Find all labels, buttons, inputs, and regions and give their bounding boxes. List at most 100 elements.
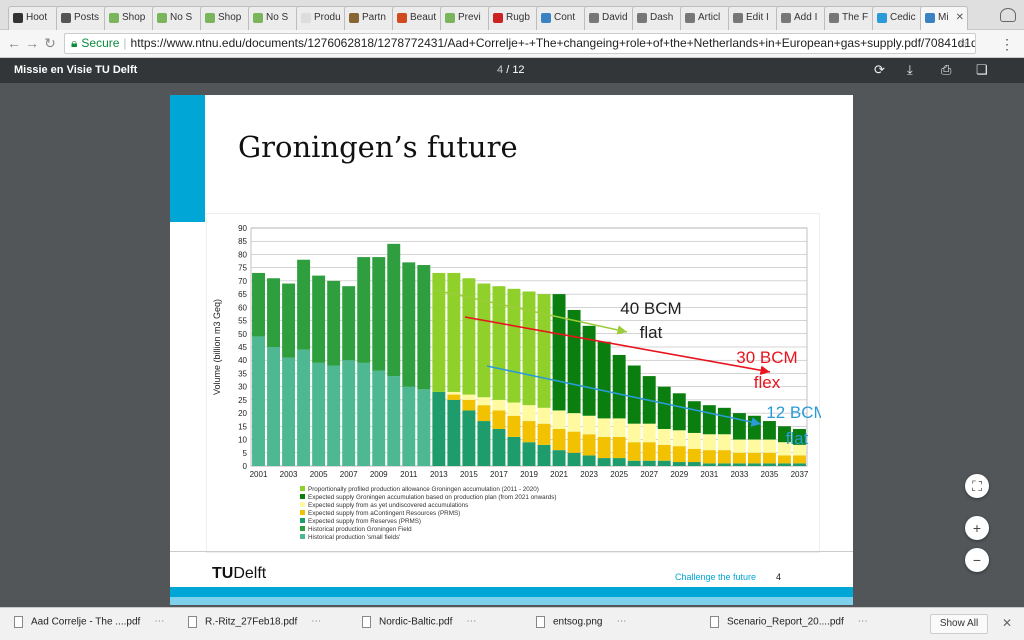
bar-segment — [747, 452, 761, 464]
y-tick-label: 20 — [238, 409, 247, 418]
download-item[interactable]: entsog.png ⋯ — [536, 616, 627, 634]
tab-label: Rugb — [506, 12, 530, 23]
bar-segment — [732, 452, 746, 464]
tab-favicon-icon — [829, 13, 839, 23]
tab-favicon-icon — [589, 13, 599, 23]
back-icon[interactable]: ← — [7, 35, 21, 51]
bar-segment — [762, 452, 776, 464]
legend-label: Expected supply from Reserves (PRMS) — [308, 518, 421, 525]
page-separator: / — [506, 64, 510, 76]
tab-8[interactable]: Beaut — [392, 6, 444, 30]
legend-swatch — [300, 494, 305, 499]
tab-close-icon[interactable]: ✕ — [955, 12, 964, 23]
tab-19[interactable]: Mi ✕ — [920, 6, 968, 30]
zoom-in-button[interactable]: + — [965, 516, 989, 540]
print-icon[interactable]: ⎙ — [941, 62, 952, 77]
tab-15[interactable]: Edit I — [728, 6, 780, 30]
download-menu-icon[interactable]: ⋯ — [857, 616, 868, 627]
bar-segment — [762, 463, 776, 466]
bar-segment — [492, 428, 506, 466]
bar-segment — [793, 428, 806, 445]
bar-segment — [702, 450, 716, 464]
download-menu-icon[interactable]: ⋯ — [616, 616, 627, 627]
bar-segment — [597, 341, 611, 419]
bar-segment — [492, 410, 506, 429]
tab-4[interactable]: Shop — [200, 6, 252, 30]
bar-segment — [462, 394, 476, 400]
y-tick-label: 25 — [238, 396, 247, 405]
bar-segment — [462, 399, 476, 411]
y-tick-label: 40 — [238, 356, 247, 365]
bookmark-icon[interactable]: ❏ — [976, 62, 988, 77]
url-bar[interactable]: 🔒︎ Secure | https://www.ntnu.edu/documents/… — [64, 33, 976, 54]
download-item[interactable]: Aad Correlje - The ....pdf ⋯ — [14, 616, 164, 634]
tab-9[interactable]: Previ — [440, 6, 492, 30]
tab-12[interactable]: David — [584, 6, 636, 30]
y-tick-label: 90 — [238, 224, 247, 233]
download-menu-icon[interactable]: ⋯ — [154, 616, 165, 627]
slide-title: Groningen’s future — [238, 130, 518, 164]
tab-16[interactable]: Add I — [776, 6, 828, 30]
download-item[interactable]: Nordic-Baltic.pdf ⋯ — [362, 616, 476, 634]
download-item[interactable]: Scenario_Report_20....pdf ⋯ — [710, 616, 868, 634]
tab-2[interactable]: Shop — [104, 6, 156, 30]
bookmark-star-icon[interactable]: ☆ — [957, 36, 969, 51]
legend-swatch — [300, 518, 305, 523]
tab-6[interactable]: Produ — [296, 6, 348, 30]
url-separator: | — [123, 36, 127, 50]
x-tick-label: 2021 — [550, 470, 568, 479]
bar-segment — [777, 455, 791, 464]
pdf-toolbar: Missie en Visie TU Delft 4 / 12 ⟳ ⤓ ⎙ ❏ — [0, 58, 1024, 83]
bar-segment — [702, 434, 716, 451]
bar-segment — [537, 444, 551, 466]
show-all-button[interactable]: Show All — [930, 614, 988, 634]
y-tick-label: 50 — [238, 330, 247, 339]
bar-segment — [612, 354, 626, 419]
tab-3[interactable]: No S — [152, 6, 204, 30]
download-filename: entsog.png — [553, 616, 603, 628]
tab-14[interactable]: Articl — [680, 6, 732, 30]
bar-segment — [522, 421, 536, 443]
bar-segment — [717, 450, 731, 464]
tab-13[interactable]: Dash — [632, 6, 684, 30]
tab-label: Shop — [218, 12, 242, 23]
legend-label: Expected supply Groningen accumulation b… — [308, 494, 557, 501]
bar-segment — [627, 442, 641, 461]
fit-page-icon[interactable]: ⛶ — [965, 474, 989, 498]
browser-menu-icon[interactable]: ⋮ — [1000, 36, 1014, 52]
tab-label: Edit I — [746, 12, 769, 23]
tab-17[interactable]: The F — [824, 6, 876, 30]
tab-favicon-icon — [445, 13, 455, 23]
download-menu-icon[interactable]: ⋯ — [466, 616, 477, 627]
bar-segment — [267, 278, 281, 347]
legend-swatch — [300, 502, 305, 507]
close-shelf-icon[interactable]: ✕ — [1002, 616, 1013, 630]
legend-label: Historical production Groningen Field — [308, 526, 412, 533]
bar-segment — [432, 391, 446, 466]
reload-icon[interactable]: ↻ — [44, 35, 56, 51]
tab-1[interactable]: Posts — [56, 6, 108, 30]
page-indicator[interactable]: 4 / 12 — [497, 64, 525, 76]
chart-annotation: flat — [640, 323, 663, 342]
tab-7[interactable]: Partn — [344, 6, 396, 30]
profile-icon[interactable] — [1000, 8, 1016, 22]
zoom-out-button[interactable]: − — [965, 548, 989, 572]
bar-segment — [567, 431, 581, 453]
bar-segment — [627, 460, 641, 466]
download-menu-icon[interactable]: ⋯ — [311, 616, 322, 627]
slide-accent-bar — [170, 95, 205, 222]
tab-11[interactable]: Cont — [536, 6, 588, 30]
bar-segment — [537, 423, 551, 445]
tab-10[interactable]: Rugb — [488, 6, 540, 30]
tab-0[interactable]: Hoot — [8, 6, 60, 30]
tab-18[interactable]: Cedic — [872, 6, 924, 30]
tab-label: Dash — [650, 12, 674, 23]
tab-5[interactable]: No S — [248, 6, 300, 30]
x-tick-label: 2019 — [520, 470, 538, 479]
bar-segment — [417, 265, 431, 390]
download-item[interactable]: R.-Ritz_27Feb18.pdf ⋯ — [188, 616, 321, 634]
forward-icon[interactable]: → — [25, 35, 39, 51]
rotate-icon[interactable]: ⟳ — [874, 62, 885, 77]
bar-segment — [552, 428, 566, 451]
download-icon[interactable]: ⤓ — [907, 62, 913, 77]
